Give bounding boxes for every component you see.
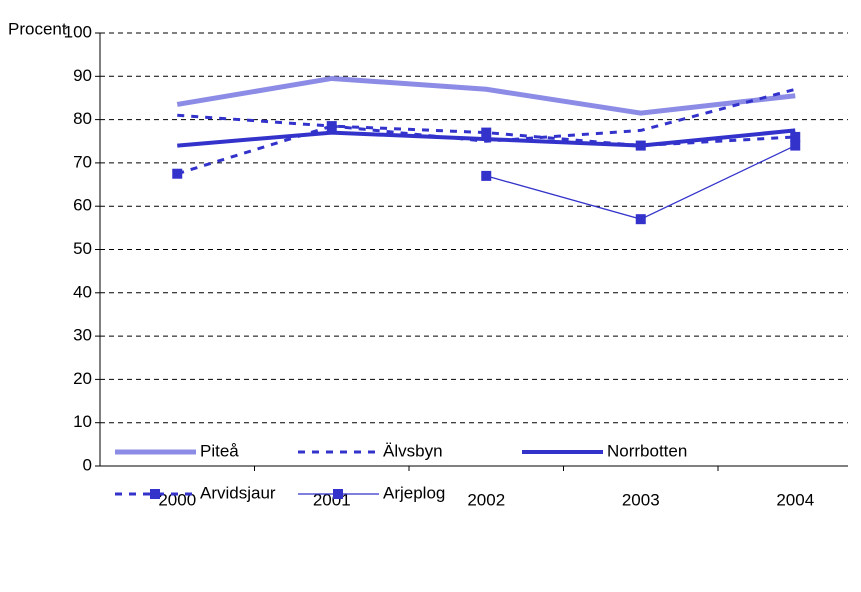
series-line	[177, 87, 796, 143]
point-marker	[635, 140, 646, 151]
legend-label: Arjeplog	[383, 483, 445, 502]
point-marker	[481, 127, 492, 138]
y-tick-label: 0	[83, 455, 92, 474]
y-tick-label: 40	[73, 282, 92, 301]
y-tick-label: 10	[73, 412, 92, 431]
x-tick-label: 2003	[622, 490, 660, 509]
legend-label: Norrbotten	[607, 441, 687, 460]
y-tick-label: 100	[64, 22, 92, 41]
series-line	[177, 128, 796, 148]
series-line	[176, 124, 796, 176]
legend-label: Älvsbyn	[383, 441, 443, 460]
legend-marker	[150, 489, 160, 499]
y-tick-label: 20	[73, 369, 92, 388]
y-axis-label: Procent	[8, 19, 67, 38]
y-tick-label: 70	[73, 152, 92, 171]
x-tick-label: 2001	[313, 490, 351, 509]
point-marker	[790, 140, 801, 151]
y-tick-label: 90	[73, 66, 92, 85]
legend-marker	[333, 489, 343, 499]
legend-label: Piteå	[200, 441, 239, 460]
series-line	[176, 75, 796, 116]
point-marker	[635, 214, 646, 225]
y-tick-label: 50	[73, 239, 92, 258]
point-marker	[326, 121, 337, 132]
y-tick-label: 60	[73, 196, 92, 215]
series-line	[486, 144, 796, 220]
legend-label: Arvidsjaur	[200, 483, 276, 502]
y-tick-label: 30	[73, 326, 92, 345]
x-tick-label: 2004	[776, 490, 814, 509]
point-marker	[790, 131, 801, 142]
point-marker	[172, 168, 183, 179]
point-marker	[481, 170, 492, 181]
y-tick-label: 80	[73, 109, 92, 128]
x-tick-label: 2002	[467, 490, 505, 509]
